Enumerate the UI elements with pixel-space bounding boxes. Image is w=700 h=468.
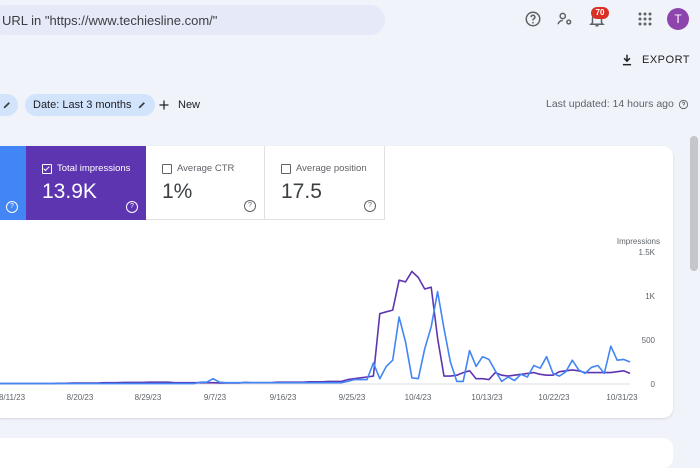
download-icon <box>622 54 632 66</box>
checkbox-checked-icon[interactable] <box>42 163 52 174</box>
help-icon[interactable]: ? <box>6 201 18 213</box>
date-filter-label: Date: Last 3 months <box>33 99 132 111</box>
filter-chip-query[interactable] <box>0 94 18 116</box>
x-tick-label: 8/29/23 <box>135 393 162 402</box>
filter-chip-date[interactable]: Date: Last 3 months <box>25 94 156 116</box>
notification-count-badge: 70 <box>591 7 609 19</box>
x-tick-label: 9/16/23 <box>270 393 297 402</box>
metric-position-label-text: Average position <box>296 163 367 174</box>
help-icon[interactable] <box>678 99 689 110</box>
metric-impressions-label-text: Total impressions <box>57 163 131 174</box>
checkbox-unchecked-icon[interactable] <box>281 163 291 174</box>
y-tick-label: 1.5K <box>639 248 656 257</box>
y-tick-label: 500 <box>642 336 656 345</box>
edit-icon <box>139 102 146 109</box>
y-axis-label: Impressions <box>617 237 660 246</box>
help-icon[interactable] <box>522 8 544 30</box>
metric-impressions-label: Total impressions <box>42 163 130 174</box>
metric-ctr-label-text: Average CTR <box>177 163 235 174</box>
metric-ctr-value: 1% <box>162 180 193 203</box>
x-tick-label: 10/22/23 <box>538 393 570 402</box>
new-filter-label: New <box>178 99 201 111</box>
help-icon[interactable]: ? <box>364 200 376 212</box>
new-filter-button[interactable]: New <box>158 94 200 116</box>
x-tick-label: 9/25/23 <box>339 393 366 402</box>
metric-position-label: Average position <box>281 163 367 174</box>
metric-position-value: 17.5 <box>281 180 322 203</box>
metric-total-clicks[interactable]: ? <box>0 146 26 220</box>
y-tick-label: 1K <box>645 292 655 301</box>
search-input[interactable]: URL in "https://www.techiesline.com/" <box>0 5 385 35</box>
x-tick-label: 8/11/23 <box>0 393 26 402</box>
edit-icon <box>3 102 10 109</box>
plus-icon <box>159 100 169 110</box>
series-line-clicks <box>0 290 631 385</box>
metric-impressions-value: 13.9K <box>42 180 97 203</box>
x-tick-label: 10/31/23 <box>606 393 638 402</box>
metric-average-position[interactable]: Average position 17.5 ? <box>265 146 385 220</box>
help-icon[interactable]: ? <box>126 201 138 213</box>
last-updated-status: Last updated: 14 hours ago <box>546 98 689 110</box>
x-tick-label: 9/7/23 <box>204 393 227 402</box>
scrollbar-thumb[interactable] <box>690 136 698 271</box>
x-tick-label: 10/13/23 <box>471 393 503 402</box>
apps-grid-icon[interactable] <box>634 8 656 30</box>
export-label: EXPORT <box>642 54 691 66</box>
queries-card <box>0 438 673 468</box>
metric-average-ctr[interactable]: Average CTR 1% ? <box>146 146 265 220</box>
manage-users-icon[interactable] <box>554 8 576 30</box>
export-button[interactable]: EXPORT <box>620 53 690 67</box>
impressions-line-chart: Impressions 1.5K 1K 500 0 8/11/23 8/20/23 8/29/… <box>0 237 660 402</box>
search-query-text: URL in "https://www.techiesline.com/" <box>2 12 218 28</box>
account-avatar[interactable]: T <box>667 8 689 30</box>
metric-ctr-label: Average CTR <box>162 163 234 174</box>
checkbox-unchecked-icon[interactable] <box>162 163 172 174</box>
last-updated-text: Last updated: 14 hours ago <box>546 98 674 110</box>
help-icon[interactable]: ? <box>244 200 256 212</box>
metric-total-impressions[interactable]: Total impressions 13.9K ? <box>26 146 146 220</box>
x-tick-label: 8/20/23 <box>67 393 94 402</box>
x-tick-label: 10/4/23 <box>405 393 432 402</box>
y-tick-label: 0 <box>651 380 656 389</box>
